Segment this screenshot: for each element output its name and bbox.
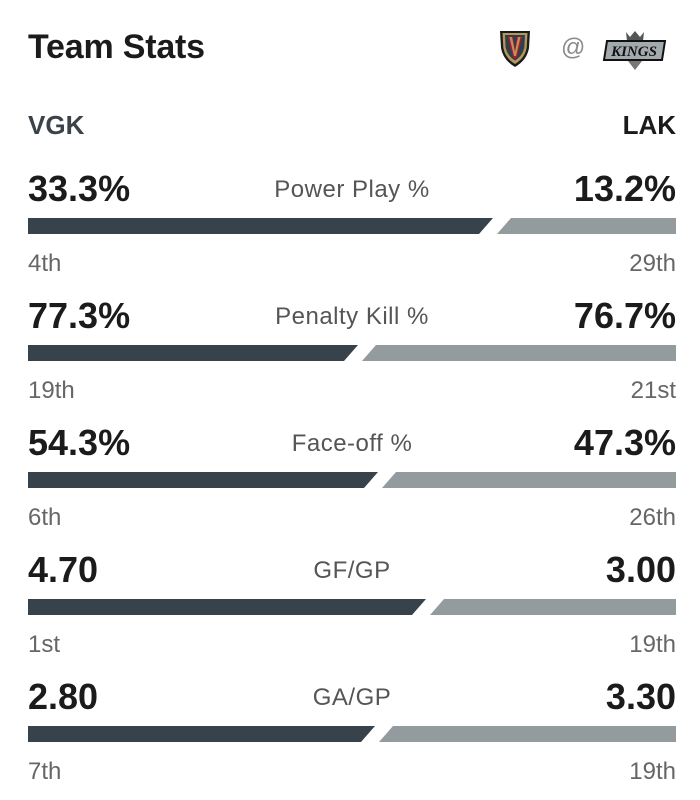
right-bar [497,218,676,234]
stat-left-value: 54.3% [28,422,131,463]
left-bar [28,472,378,488]
stat-left-value: 33.3% [28,168,131,209]
stat-right-rank: 29th [629,250,676,277]
stat-row-power-play: 33.3% Power Play % 13.2% 4th 29th [28,168,676,278]
stat-left-rank: 1st [28,631,61,658]
stat-row-penalty-kill: 77.3% Penalty Kill % 76.7% 19th 21st [28,295,676,405]
stat-row-ga-gp: 2.80 GA/GP 3.30 7th 19th [28,676,676,786]
team-right-abbr: LAK [622,110,676,140]
stat-right-rank: 19th [629,758,676,785]
stat-right-value: 76.7% [573,295,676,336]
left-bar [28,345,358,361]
stat-right-rank: 26th [629,504,676,531]
comparison-bars [28,345,676,361]
left-bar [28,726,375,742]
stat-right-value: 47.3% [573,422,676,463]
comparison-bars [28,218,676,234]
stat-left-rank: 19th [28,377,75,404]
stat-left-rank: 4th [28,250,62,277]
vgk-logo-icon [500,31,530,67]
stat-label: Penalty Kill % [275,303,429,330]
page-title: Team Stats [28,28,205,66]
comparison-bars [28,599,676,615]
stat-label: Face-off % [291,430,413,457]
stat-left-value: 4.70 [28,549,99,590]
stat-left-rank: 7th [28,758,62,785]
svg-text:KINGS: KINGS [610,44,657,60]
stat-right-value: 3.30 [605,676,676,717]
stat-left-value: 77.3% [28,295,131,336]
kings-logo-icon: KINGS [602,31,667,70]
right-bar [430,599,676,615]
at-symbol: @ [561,34,586,61]
team-left-abbr: VGK [28,110,85,140]
stat-label: GF/GP [313,557,391,584]
stat-left-rank: 6th [28,504,62,531]
comparison-bars [28,726,676,742]
left-bar [28,218,493,234]
right-bar [362,345,676,361]
stat-right-rank: 21st [630,377,676,404]
stat-left-value: 2.80 [28,676,99,717]
stat-label: Power Play % [274,176,430,203]
header: Team Stats @ KINGS [28,28,676,72]
stat-right-value: 3.00 [605,549,676,590]
stat-row-face-off: 54.3% Face-off % 47.3% 6th 26th [28,422,676,532]
left-bar [28,599,426,615]
right-bar [379,726,676,742]
right-bar [382,472,676,488]
comparison-bars [28,472,676,488]
stat-right-rank: 19th [629,631,676,658]
stat-label: GA/GP [312,684,392,711]
team-abbreviations: VGK LAK [28,110,676,140]
stat-row-gf-gp: 4.70 GF/GP 3.00 1st 19th [28,549,676,659]
stat-right-value: 13.2% [573,168,676,209]
